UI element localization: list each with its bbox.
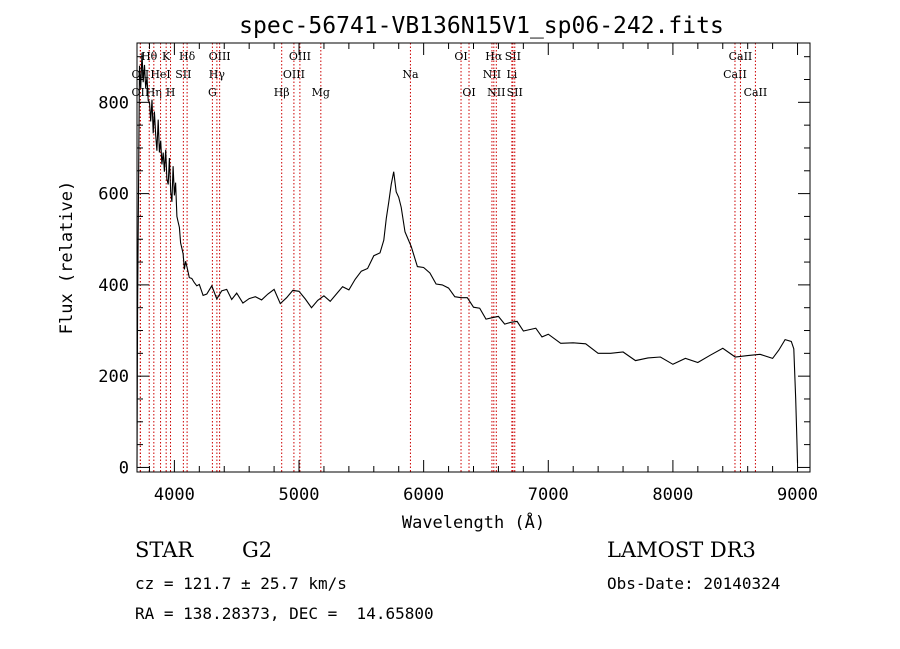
spectrum-chart: spec-56741-VB136N15V1_sp06-242.fits OII OI… [57, 13, 818, 533]
line-label-10: Hγ [209, 68, 226, 81]
x-axis-label: Wavelength (Å) [402, 511, 545, 533]
chart-title: spec-56741-VB136N15V1_sp06-242.fits [239, 13, 724, 39]
y-tick-label-4: 800 [98, 93, 129, 113]
spectrum-series-flux [136, 52, 799, 468]
line-label-6: H [166, 86, 176, 99]
line-label-20: Hα [485, 50, 503, 63]
line-label-15: Mg [312, 86, 330, 99]
line-label-12: Hβ [274, 86, 290, 99]
y-tick-label-0: 0 [119, 458, 129, 478]
line-label-2: Hθ [141, 50, 158, 63]
line-label-9: G [208, 86, 217, 99]
coordinates-readout: RA = 138.28373, DEC = 14.65800 [135, 604, 434, 623]
line-label-13: OIII [283, 68, 305, 81]
object-class: STAR [135, 538, 194, 562]
line-label-7: SII [175, 68, 191, 81]
survey-name: LAMOST DR3 [607, 538, 756, 562]
line-label-26: CaII [729, 50, 753, 63]
line-label-18: OI [462, 86, 475, 99]
line-label-17: OI [454, 50, 467, 63]
line-label-11: OIII [209, 50, 231, 63]
line-label-21: NII [487, 86, 505, 99]
line-label-25: CaII [723, 68, 747, 81]
x-tick-label-3: 7000 [528, 485, 569, 505]
x-tick-label-5: 9000 [777, 485, 818, 505]
y-tick-label-1: 200 [98, 367, 129, 387]
object-subclass: G2 [242, 538, 273, 562]
x-tick-label-1: 5000 [279, 485, 320, 505]
line-label-24: SII [507, 86, 523, 99]
y-tick-label-2: 400 [98, 276, 129, 296]
line-label-22: Li [506, 68, 517, 81]
x-tick-label-4: 8000 [652, 485, 693, 505]
x-tick-label-0: 4000 [154, 485, 195, 505]
redshift-readout: cz = 121.7 ± 25.7 km/s [135, 574, 347, 593]
plot-frame [136, 42, 811, 473]
line-label-14: OIII [289, 50, 311, 63]
x-tick-label-2: 6000 [403, 485, 444, 505]
line-label-16: Na [402, 68, 419, 81]
line-label-19: NII [483, 68, 501, 81]
line-label-23: SII [505, 50, 521, 63]
y-axis-label: Flux (relative) [57, 181, 77, 335]
line-label-27: CaII [744, 86, 768, 99]
line-label-3: Hη [146, 86, 162, 99]
line-label-8: Hδ [179, 50, 196, 63]
line-label-4: HeI [150, 68, 170, 81]
line-label-5: K [162, 50, 171, 63]
y-tick-label-3: 600 [98, 185, 129, 205]
observation-date: Obs-Date: 20140324 [607, 574, 781, 593]
line-label-1: OII [132, 86, 150, 99]
